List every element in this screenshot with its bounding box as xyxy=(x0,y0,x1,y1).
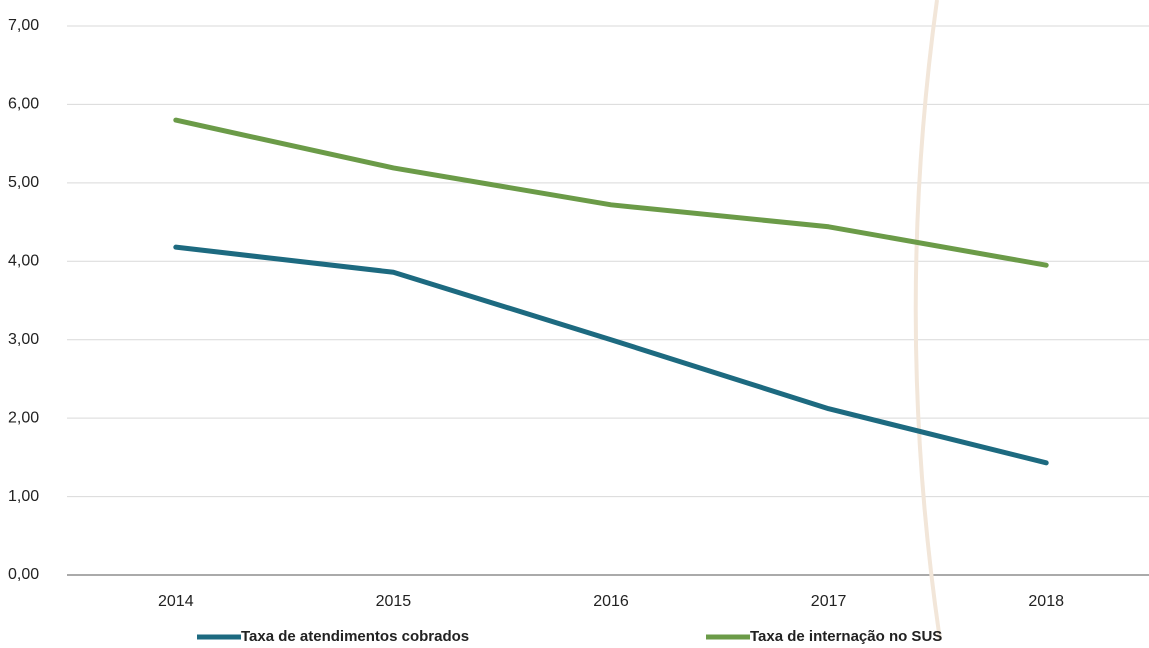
y-tick-label: 1,00 xyxy=(8,488,39,505)
y-tick-label: 3,00 xyxy=(8,331,39,348)
decoration-curve xyxy=(916,0,940,640)
x-tick-label: 2017 xyxy=(811,593,847,610)
legend-text: Taxa de internação no SUS xyxy=(750,628,942,645)
y-tick-label: 5,00 xyxy=(8,174,39,191)
y-tick-label: 6,00 xyxy=(8,96,39,113)
y-tick-label: 0,00 xyxy=(8,566,39,583)
y-tick-label: 2,00 xyxy=(8,409,39,426)
x-tick-label: 2016 xyxy=(593,593,629,610)
legend-text: Taxa de atendimentos cobrados xyxy=(241,628,469,645)
grid: 0,00 1,00 2,00 3,00 4,00 5,00 6,00 7,00 2014 2015… xyxy=(8,17,1149,610)
x-tick-label: 2018 xyxy=(1028,593,1064,610)
x-tick-label: 2015 xyxy=(376,593,412,610)
series-line xyxy=(176,120,1046,265)
chart: 0,00 1,00 2,00 3,00 4,00 5,00 6,00 7,00 2014 2015… xyxy=(0,0,1149,648)
y-tick-label: 7,00 xyxy=(8,17,39,34)
y-tick-label: 4,00 xyxy=(8,253,39,270)
x-tick-label: 2014 xyxy=(158,593,194,610)
